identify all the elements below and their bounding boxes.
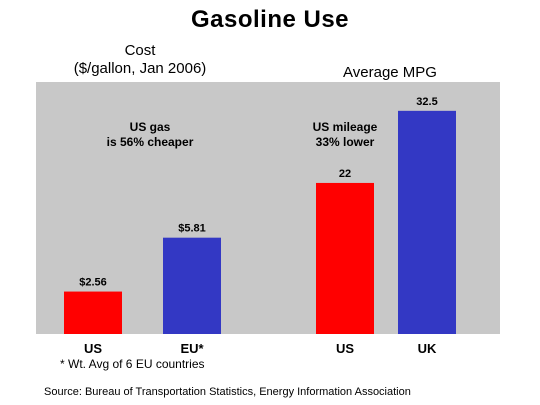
eu-cost-category-label: EU* xyxy=(180,341,204,356)
mpg-annotation-line-2: 33% lower xyxy=(315,135,375,149)
source-note: Source: Bureau of Transportation Statist… xyxy=(44,386,411,398)
us-cost-bar xyxy=(64,291,122,334)
uk-mpg-value-label: 32.5 xyxy=(416,96,437,108)
us-mpg-bar xyxy=(316,182,374,334)
us-mpg-category-label: US xyxy=(336,341,354,356)
cost-panel-title: Cost ($/gallon, Jan 2006) xyxy=(20,42,260,78)
eu-cost-value-label: $5.81 xyxy=(178,223,206,235)
eu-cost-bar xyxy=(163,237,221,334)
chart-title: Gasoline Use xyxy=(190,6,350,33)
mpg-title-line-1: Average MPG xyxy=(343,64,437,81)
cost-annotation: US gas is 56% cheaper xyxy=(80,120,220,150)
cost-title-line-1: Cost xyxy=(124,42,156,59)
mpg-annotation-line-1: US mileage xyxy=(312,120,378,134)
chart-marks: $2.56 US $5.81 EU* 22 US 32.5 UK xyxy=(64,96,456,356)
uk-mpg-bar xyxy=(398,110,456,334)
mpg-annotation: US mileage 33% lower xyxy=(280,120,410,150)
cost-annotation-line-1: US gas xyxy=(129,120,171,134)
uk-mpg-category-label: UK xyxy=(418,341,437,356)
mpg-panel-title: Average MPG xyxy=(300,64,480,82)
cost-title-line-2: ($/gallon, Jan 2006) xyxy=(73,60,207,77)
cost-annotation-line-2: is 56% cheaper xyxy=(106,135,194,149)
us-cost-value-label: $2.56 xyxy=(79,277,107,289)
us-mpg-value-label: 22 xyxy=(339,168,351,180)
footnote: * Wt. Avg of 6 EU countries xyxy=(60,357,205,371)
us-cost-category-label: US xyxy=(84,341,102,356)
